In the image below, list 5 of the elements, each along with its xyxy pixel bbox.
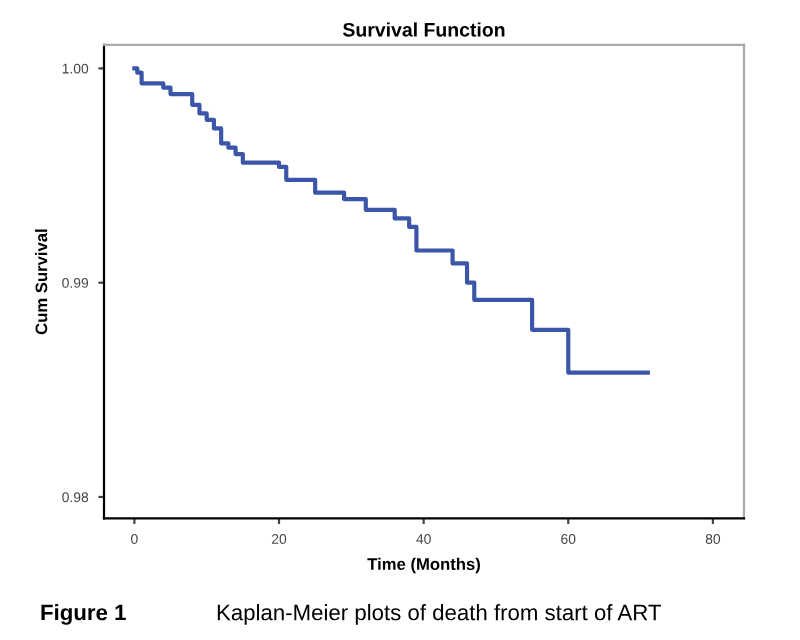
y-axis-title: Cum Survival	[35, 229, 48, 335]
text: Kaplan-Meier plots of death from start of ART	[217, 604, 661, 625]
x-axis-title: Time (Months)	[367, 557, 480, 574]
chart-title: Survival Function	[342, 22, 505, 37]
caption: Figure 1	[41, 603, 126, 625]
